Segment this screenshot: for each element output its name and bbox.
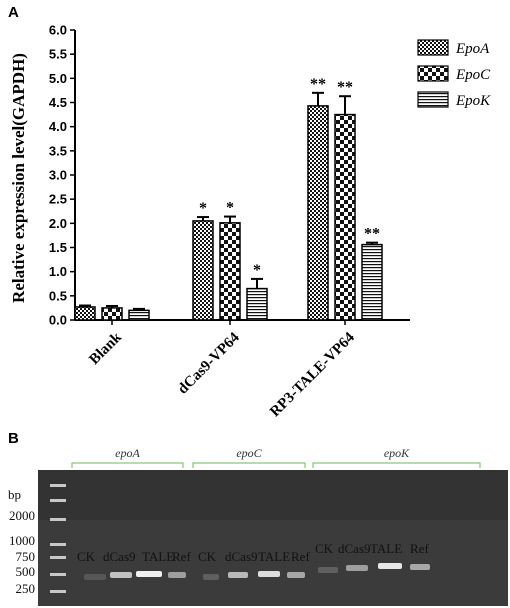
lane-label: dCas9 (225, 549, 258, 564)
category-label: RP3-TALE-VP64 (267, 329, 358, 420)
y-tick-label: 1.5 (49, 240, 67, 255)
y-tick-label: 2.0 (49, 216, 67, 231)
legend-label: EpoA (455, 41, 490, 57)
bar-epoa-2 (307, 105, 329, 321)
gel-group-bracket (192, 462, 306, 468)
sample-band (84, 574, 106, 580)
y-tick-label: 0.0 (49, 313, 67, 328)
ladder-band (50, 499, 66, 502)
lane-label: Ref (172, 549, 191, 564)
legend-swatch (417, 39, 449, 56)
sample-band (203, 574, 219, 580)
y-tick-label: 3.5 (49, 143, 67, 158)
ladder-label: 500 (16, 564, 36, 579)
sample-band (287, 572, 305, 578)
y-tick-label: 2.5 (49, 192, 67, 207)
ladder-band (50, 518, 66, 521)
bar-epoc-1 (219, 222, 241, 321)
ladder-band (50, 573, 66, 576)
lane-label: dCas9 (103, 549, 136, 564)
sample-band (378, 563, 402, 569)
ladder-band (50, 556, 66, 559)
sample-band (318, 567, 338, 573)
ladder-label: 250 (16, 581, 36, 596)
legend-swatch (417, 65, 449, 82)
lane-label: TALE (370, 541, 402, 556)
bars: ********* (74, 76, 383, 321)
legend: EpoA EpoC EpoK (417, 39, 491, 109)
sample-band (168, 572, 186, 578)
sample-band (110, 572, 132, 578)
x-ticks (111, 320, 346, 325)
lane-label: TALE (142, 549, 174, 564)
bp-header: bp (8, 487, 21, 502)
sample-band (136, 571, 162, 577)
gel-group-bracket (71, 462, 184, 468)
significance-mark: ** (364, 226, 380, 243)
ladder-label: 1000 (9, 533, 35, 548)
gel-group-label: epoK (384, 446, 410, 460)
bar-epok-1 (246, 287, 268, 321)
ladder-label: 2000 (9, 508, 35, 523)
ladder-band (50, 543, 66, 546)
bar-epok-2 (361, 243, 383, 321)
gel-group-label: epoA (115, 446, 140, 460)
gel-shade (38, 470, 508, 520)
bar-epok-0 (128, 309, 150, 321)
gel-group-bracket (312, 462, 481, 468)
category-label: dCas9-VP64 (175, 329, 243, 397)
significance-mark: ** (310, 76, 326, 93)
y-tick-label: 4.0 (49, 119, 67, 134)
legend-label: EpoC (455, 67, 491, 83)
significance-mark: * (199, 200, 207, 217)
lane-label: Ref (410, 541, 429, 556)
category-labels: Blank dCas9-VP64 RP3-TALE-VP64 (86, 329, 358, 420)
ladder-label: 750 (16, 549, 36, 564)
sample-band (228, 572, 248, 578)
gel-bands (84, 563, 430, 580)
panel-b-label: B (8, 430, 19, 447)
bar-epoa-1 (192, 220, 214, 321)
panel-a-label: A (8, 4, 19, 21)
sample-band (346, 565, 368, 571)
legend-label: EpoK (455, 93, 491, 109)
y-axis-label: Relative expression level(GAPDH) (9, 53, 28, 303)
lane-label: CK (315, 541, 334, 556)
gel-group-labels: epoA epoC epoK (71, 446, 481, 468)
bar-epoc-2 (334, 113, 356, 321)
lane-label: CK (77, 549, 96, 564)
y-tick-label: 4.5 (49, 95, 67, 110)
y-ticks: 0.0 0.5 1.0 1.5 2.0 2.5 3.0 3.5 4.0 4.5 5.0 5.5 6.0 (49, 23, 75, 328)
legend-swatch (417, 91, 449, 108)
significance-mark: * (253, 262, 261, 279)
category-label: Blank (86, 329, 125, 368)
y-tick-label: 5.0 (49, 71, 67, 86)
ladder-band (50, 590, 66, 593)
y-tick-label: 0.5 (49, 288, 67, 303)
y-tick-label: 3.0 (49, 168, 67, 183)
significance-mark: * (226, 200, 234, 217)
gel-group-label: epoC (236, 446, 262, 460)
ladder-band (50, 484, 66, 487)
bar-chart: 0.00.51.01.52.02.53.03.54.04.55.05.56.0 … (49, 23, 410, 420)
y-tick-label: 6.0 (49, 23, 67, 38)
sample-band (258, 571, 280, 577)
bar-epoc-0 (101, 307, 123, 321)
gel-ladder (50, 484, 66, 593)
lane-label: dCas9 (338, 541, 371, 556)
sample-band (410, 564, 430, 570)
lane-label: Ref (291, 549, 310, 564)
lane-label: CK (198, 549, 217, 564)
bar-epoa-0 (74, 306, 96, 321)
lane-label: TALE (258, 549, 290, 564)
y-tick-label: 5.5 (49, 47, 67, 62)
y-tick-label: 1.0 (49, 264, 67, 279)
significance-mark: ** (337, 79, 353, 96)
